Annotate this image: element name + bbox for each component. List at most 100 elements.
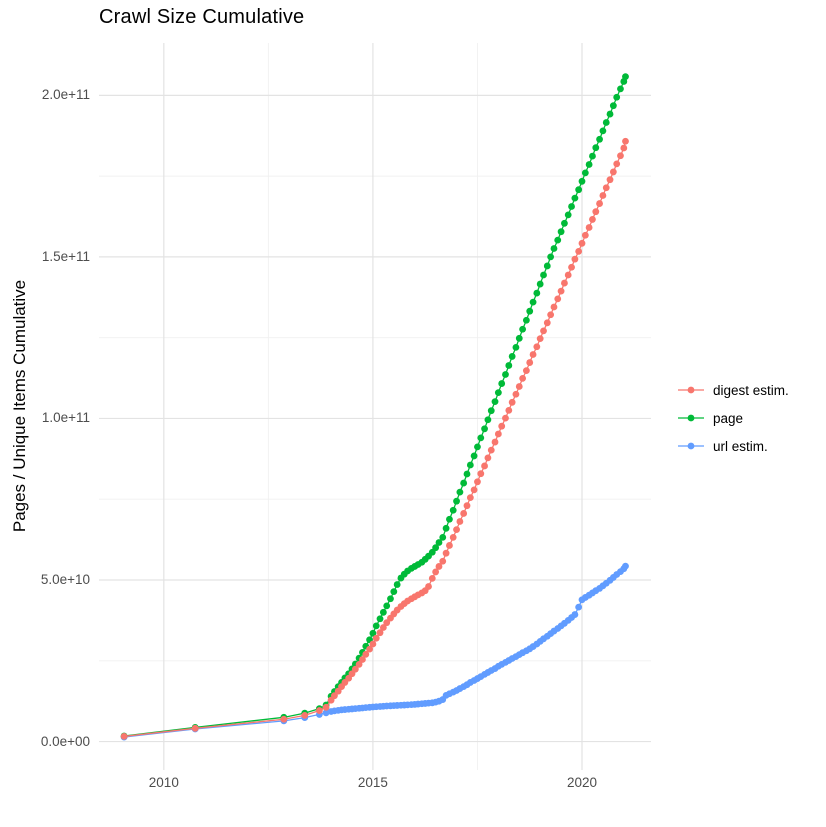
data-point (512, 343, 520, 351)
data-point (372, 622, 380, 630)
data-point (596, 200, 603, 207)
data-point (571, 255, 579, 263)
data-point (575, 248, 583, 255)
data-point (446, 515, 453, 523)
data-point (519, 374, 527, 382)
data-point (491, 438, 499, 446)
data-point (442, 524, 450, 532)
data-point (432, 568, 440, 576)
data-point (301, 711, 309, 719)
series-points-digest-estim- (120, 137, 629, 740)
data-point (609, 168, 617, 176)
data-point (540, 327, 547, 335)
data-point (453, 526, 460, 534)
data-point (592, 144, 600, 152)
data-point (522, 316, 530, 324)
data-point (498, 422, 506, 430)
data-point (578, 177, 586, 185)
data-point (387, 595, 394, 603)
legend-key-icon (678, 442, 704, 450)
data-point (425, 583, 432, 590)
legend-label: digest estim. (713, 382, 789, 398)
data-point (376, 629, 384, 637)
data-point (466, 461, 474, 469)
legend-item-page: page (677, 407, 789, 429)
data-point (456, 518, 464, 525)
x-tick-label: 2020 (566, 775, 598, 790)
data-point (428, 574, 436, 582)
data-point (622, 73, 629, 81)
data-point (487, 407, 495, 415)
chart-title: Crawl Size Cumulative (99, 6, 305, 28)
data-point (280, 715, 288, 723)
data-point (463, 470, 471, 478)
data-point (494, 389, 502, 397)
data-point (453, 497, 460, 505)
data-point (449, 533, 457, 541)
legend-item-url-estim: url estim. (677, 435, 789, 457)
data-point (536, 335, 544, 343)
data-point (372, 634, 380, 642)
data-point (120, 732, 128, 740)
data-point (557, 287, 565, 295)
data-point (460, 479, 468, 487)
data-point (561, 219, 568, 227)
data-point (602, 119, 610, 126)
legend-key-dot (687, 414, 695, 422)
data-point (622, 137, 629, 145)
data-point (606, 176, 614, 184)
y-tick-label: 0.0e+00 (40, 733, 90, 749)
data-point (564, 271, 572, 279)
data-point (477, 434, 485, 442)
data-point (369, 640, 377, 648)
y-tick-label: 1.0e+11 (41, 410, 90, 426)
data-point (474, 443, 481, 451)
data-point (529, 351, 537, 358)
data-point (550, 245, 558, 252)
data-point (470, 486, 478, 494)
data-point (477, 470, 485, 478)
legend-label: url estim. (713, 438, 768, 454)
data-point (568, 263, 575, 271)
data-point (547, 311, 555, 319)
data-point (519, 325, 527, 333)
data-point (449, 506, 457, 514)
data-point (550, 303, 558, 311)
data-point (575, 603, 583, 611)
data-point (439, 533, 447, 541)
data-point (435, 563, 443, 570)
data-point (502, 414, 509, 422)
data-point (543, 262, 551, 270)
data-point (617, 152, 624, 160)
x-tick-label: 2010 (148, 775, 179, 790)
data-point (596, 135, 603, 143)
x-tick-label: 2015 (357, 775, 388, 790)
data-point (617, 85, 624, 93)
data-point (554, 236, 562, 244)
data-point (599, 192, 607, 199)
data-point (522, 367, 530, 375)
data-point (481, 425, 488, 433)
data-point (515, 383, 523, 390)
data-point (484, 454, 492, 462)
legend-label: page (713, 410, 744, 426)
data-point (379, 608, 387, 616)
data-point (466, 494, 474, 502)
data-point (435, 539, 443, 546)
legend-key-dot (687, 386, 695, 394)
data-point (191, 724, 199, 732)
data-point (606, 110, 614, 118)
series-line-digest-estim- (124, 141, 627, 738)
data-point (592, 208, 600, 216)
data-point (554, 295, 562, 303)
data-point (390, 588, 398, 596)
data-point (620, 144, 628, 152)
data-point (331, 692, 338, 700)
data-point (526, 307, 534, 315)
data-point (508, 398, 516, 406)
data-point (491, 398, 499, 406)
data-point (533, 343, 541, 351)
series-line-url-estim- (124, 565, 627, 738)
data-point (622, 562, 629, 570)
